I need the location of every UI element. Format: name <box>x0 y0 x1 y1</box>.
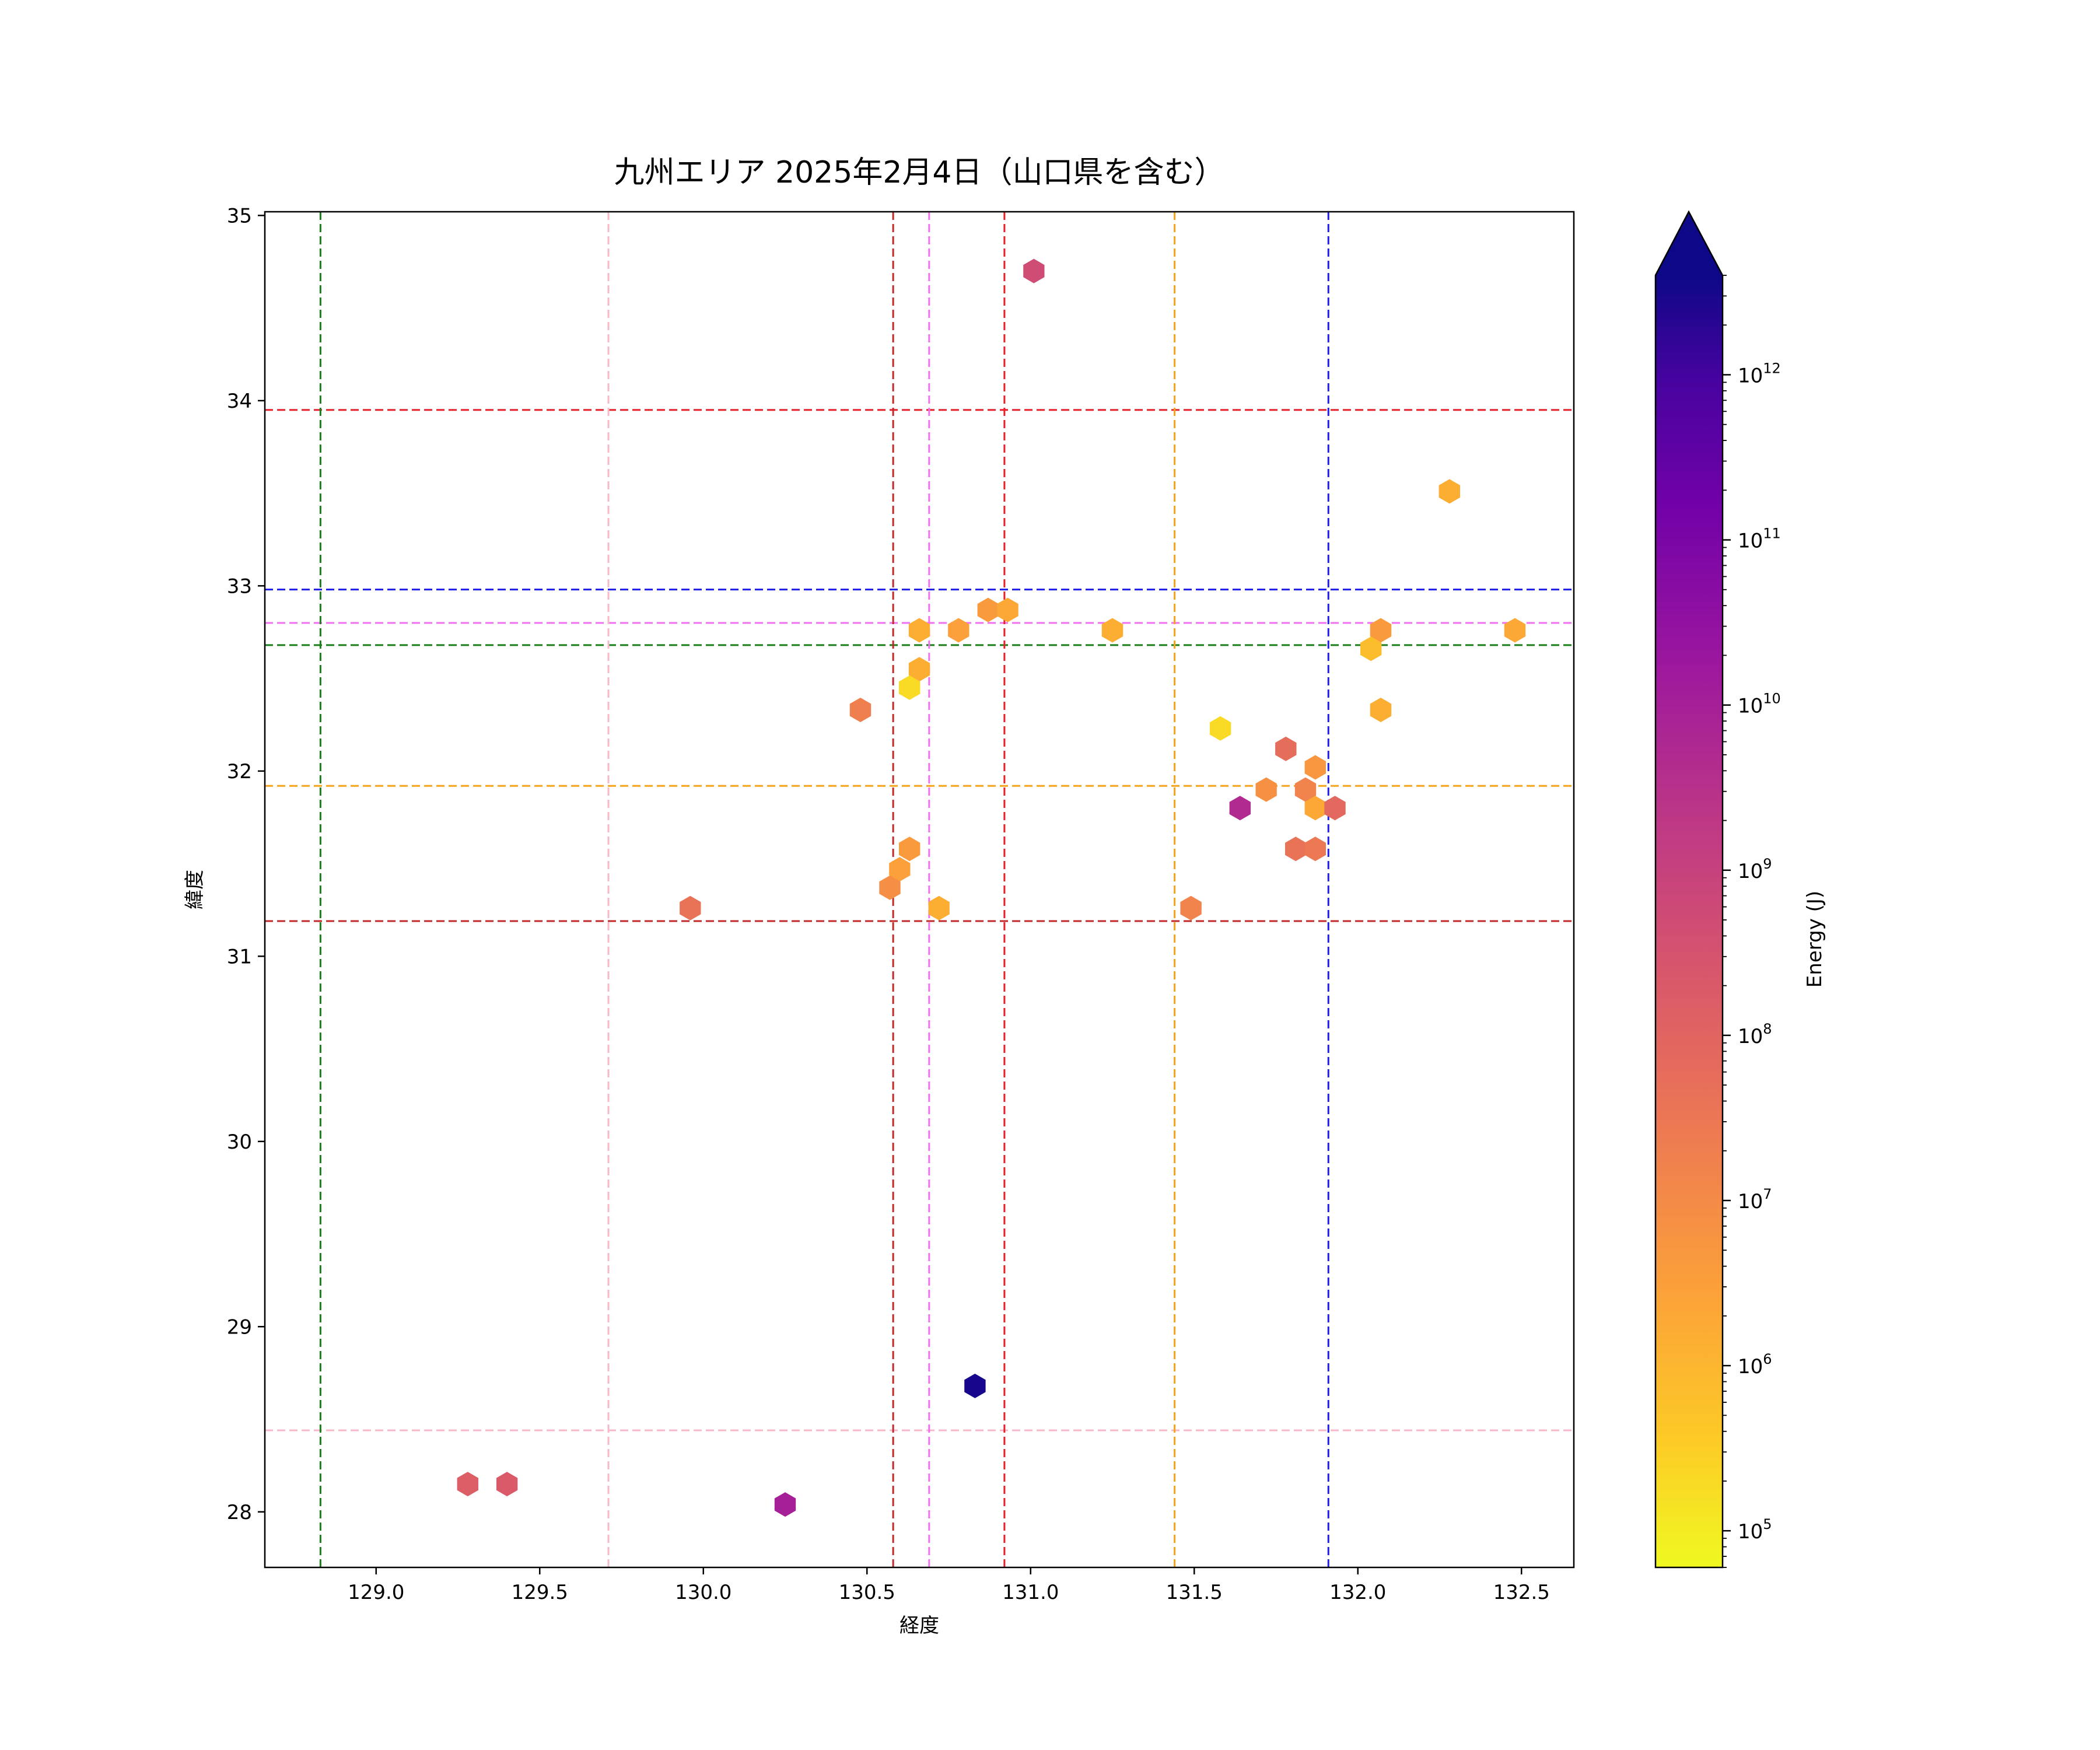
data-point-4 <box>908 618 930 643</box>
data-point-10 <box>908 657 930 682</box>
data-point-24 <box>1304 836 1326 862</box>
data-point-19 <box>1229 796 1251 821</box>
data-points <box>457 258 1526 1517</box>
y-tick-label-7: 35 <box>227 204 252 228</box>
y-axis-label: 緯度 <box>183 870 206 909</box>
colorbar-tick-label-3: 108 <box>1738 1021 1772 1048</box>
data-point-18 <box>1294 777 1317 802</box>
data-point-14 <box>1209 716 1231 741</box>
colorbar-tick-label-2: 107 <box>1738 1186 1772 1213</box>
data-point-13 <box>1370 698 1392 722</box>
data-point-21 <box>1324 796 1346 821</box>
data-point-6 <box>1101 618 1124 643</box>
x-tick-label-3: 130.5 <box>839 1581 895 1604</box>
colorbar-extend-arrow <box>1656 212 1723 275</box>
x-axis-label: 経度 <box>900 1614 939 1637</box>
data-point-29 <box>1180 895 1202 921</box>
y-tick-label-0: 28 <box>227 1501 252 1524</box>
colorbar-tick-label-0: 105 <box>1738 1516 1772 1544</box>
colorbar: 105 106 107 108 109 1010 1011 1012 Energy (J) <box>1654 210 1826 1569</box>
data-point-33 <box>774 1492 796 1517</box>
x-tick-label-2: 130.0 <box>675 1581 732 1604</box>
data-point-32 <box>496 1472 518 1497</box>
plot-frame <box>264 211 1575 1569</box>
colorbar-tick-label-7: 1012 <box>1738 360 1781 387</box>
data-point-12 <box>849 698 872 722</box>
data-point-11 <box>899 675 921 700</box>
data-point-31 <box>457 1472 478 1497</box>
colorbar-tick-label-5: 1010 <box>1738 691 1781 718</box>
data-point-2 <box>977 597 999 622</box>
x-tick-label-6: 132.0 <box>1329 1581 1386 1604</box>
data-point-27 <box>680 895 701 921</box>
data-point-0 <box>1023 258 1045 284</box>
data-point-28 <box>928 895 950 921</box>
data-point-16 <box>1304 755 1326 780</box>
x-axis: 129.0 129.5 130.0 130.5 131.0 131.5 132.0 132.5 <box>348 1567 1550 1604</box>
y-tick-label-3: 31 <box>227 945 252 968</box>
data-point-22 <box>899 836 921 862</box>
x-tick-label-4: 131.0 <box>1002 1581 1059 1604</box>
colorbar-frame <box>1654 210 1724 1569</box>
y-tick-label-6: 34 <box>227 390 252 413</box>
colorbar-gradient <box>1656 275 1723 1567</box>
x-tick-label-5: 131.5 <box>1166 1581 1223 1604</box>
reference-lines <box>265 212 1574 1567</box>
colorbar-tick-label-4: 109 <box>1738 856 1772 883</box>
data-point-7 <box>1370 618 1392 643</box>
data-point-25 <box>889 857 911 882</box>
data-point-30 <box>964 1373 986 1398</box>
data-point-8 <box>1504 618 1526 643</box>
data-point-15 <box>1275 736 1297 761</box>
colorbar-tick-label-1: 106 <box>1738 1351 1772 1378</box>
data-point-5 <box>948 618 970 643</box>
colorbar-tick-label-6: 1011 <box>1738 526 1781 553</box>
data-point-23 <box>1285 836 1307 862</box>
data-point-3 <box>997 597 1019 622</box>
y-tick-label-2: 30 <box>227 1130 252 1154</box>
plot-background <box>265 212 1574 1567</box>
chart-title: 九州エリア 2025年2月4日（山口県を含む） <box>614 155 1224 190</box>
colorbar-ticks: 105 106 107 108 109 1010 1011 1012 <box>1723 275 1781 1568</box>
y-tick-label-5: 33 <box>227 575 252 598</box>
x-tick-label-1: 129.5 <box>512 1581 568 1604</box>
data-point-17 <box>1255 777 1277 802</box>
data-point-1 <box>1438 479 1460 504</box>
x-tick-label-0: 129.0 <box>348 1581 404 1604</box>
data-point-9 <box>1360 636 1382 662</box>
y-tick-label-4: 32 <box>227 760 252 783</box>
y-axis: 28 29 30 31 32 33 34 35 <box>227 204 265 1524</box>
data-point-20 <box>1304 796 1326 821</box>
y-tick-label-1: 29 <box>227 1315 252 1339</box>
plot-area: 129.0 129.5 130.0 130.5 131.0 131.5 132.0 132.5… <box>227 204 1575 1604</box>
x-tick-label-7: 132.5 <box>1493 1581 1550 1604</box>
colorbar-label: Energy (J) <box>1803 891 1826 988</box>
data-point-26 <box>879 875 901 900</box>
